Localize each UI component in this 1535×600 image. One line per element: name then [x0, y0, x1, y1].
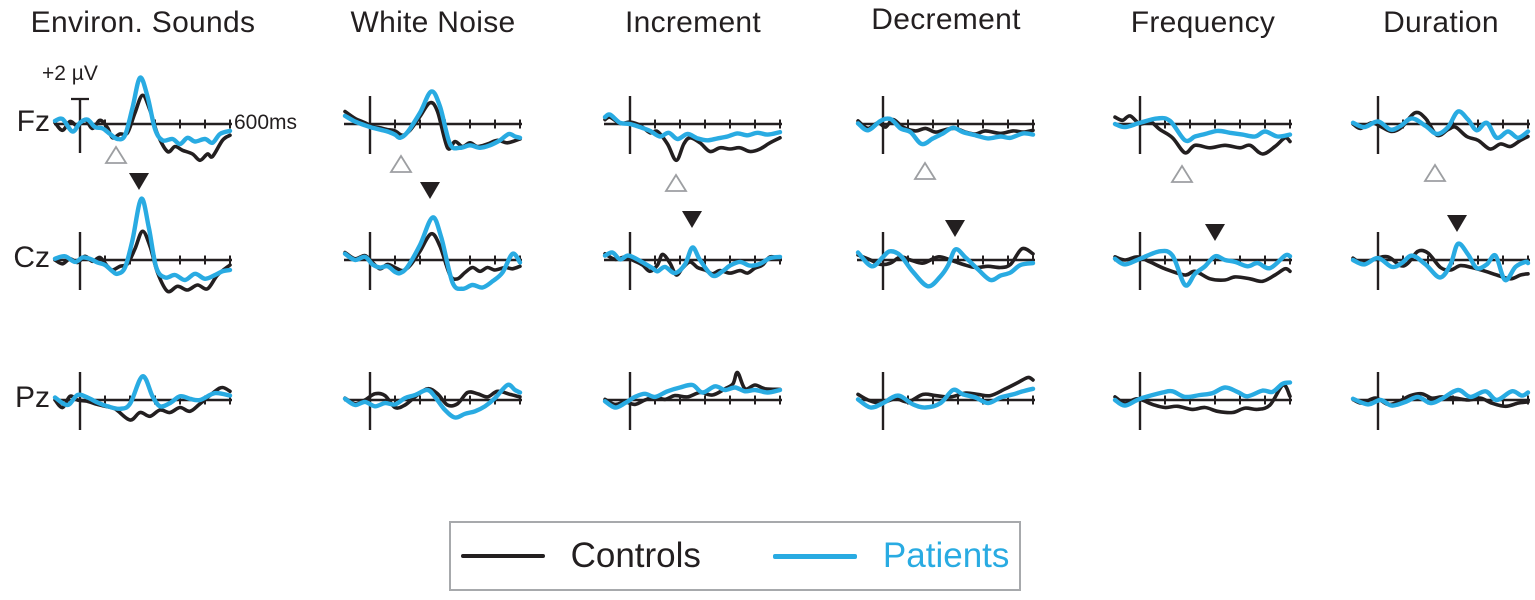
controls-line-swatch [460, 554, 545, 558]
trace-patients [855, 247, 1036, 289]
trace-patients [1112, 115, 1293, 144]
trace-patients [342, 89, 523, 151]
row-label-cz: Cz [13, 241, 50, 274]
scale-bar-label: +2 µV [42, 62, 98, 85]
patients-line-swatch [772, 553, 857, 559]
trace-patients [342, 215, 523, 292]
trace-controls [1351, 110, 1530, 151]
filled-triangle-marker [420, 182, 440, 199]
trace-patients [52, 374, 233, 412]
row-label-pz: Pz [14, 381, 50, 414]
open-triangle-marker [389, 154, 413, 173]
trace-patients [602, 382, 783, 410]
open-triangle-marker [104, 145, 128, 164]
trace-patients [602, 245, 783, 279]
open-triangle-marker [913, 161, 937, 180]
legend: Controls Patients [449, 521, 1021, 591]
column-title-environ-sounds: Environ. Sounds [30, 6, 256, 39]
trace-patients [855, 116, 1036, 147]
column-title-decrement: Decrement [871, 3, 1021, 36]
trace-controls [53, 93, 232, 163]
trace-controls [856, 246, 1035, 270]
trace-patients [1350, 109, 1531, 141]
trace-controls [53, 229, 232, 294]
filled-triangle-marker [1447, 215, 1467, 232]
column-title-white-noise: White Noise [350, 6, 516, 39]
column-title-increment: Increment [624, 6, 762, 39]
trace-patients [1112, 248, 1293, 288]
trace-controls [603, 370, 782, 407]
filled-triangle-marker [1205, 224, 1225, 241]
column-title-frequency: Frequency [1130, 6, 1276, 39]
filled-triangle-marker [945, 220, 965, 237]
time-axis-label: 600ms [234, 111, 298, 134]
open-triangle-marker [664, 173, 688, 192]
open-triangle-marker [1423, 163, 1447, 182]
trace-patients [1112, 380, 1293, 408]
trace-controls [53, 385, 232, 422]
trace-patients [855, 386, 1036, 410]
legend-item-controls: Controls [460, 536, 701, 576]
trace-patients [1350, 387, 1531, 408]
trace-controls [343, 386, 522, 410]
trace-patients [342, 382, 523, 420]
filled-triangle-marker [129, 173, 149, 190]
legend-label-controls: Controls [570, 536, 701, 575]
trace-patients [1350, 241, 1531, 283]
legend-item-patients: Patients [772, 536, 1010, 576]
legend-label-patients: Patients [882, 536, 1010, 575]
row-label-fz: Fz [16, 105, 50, 138]
trace-controls [856, 117, 1035, 136]
open-triangle-marker [1170, 164, 1194, 183]
trace-patients [52, 196, 233, 283]
trace-controls [343, 231, 522, 281]
trace-controls [603, 251, 782, 277]
trace-patients [52, 75, 233, 147]
filled-triangle-marker [682, 211, 702, 228]
trace-patients [602, 112, 783, 143]
column-title-duration: Duration [1383, 6, 1499, 39]
